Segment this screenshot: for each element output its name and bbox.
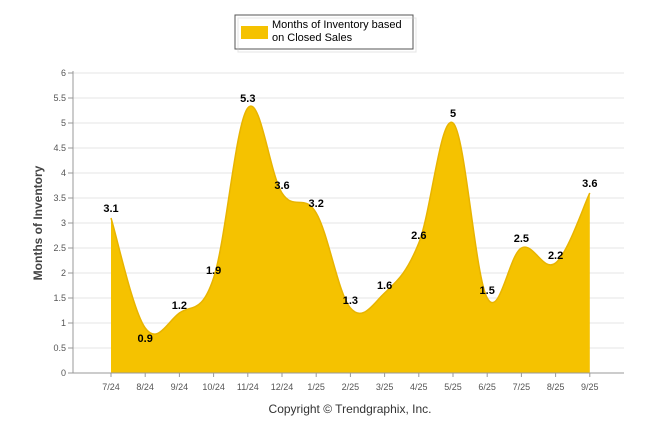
data-label: 0.9 (138, 333, 153, 345)
data-label: 5.3 (240, 93, 255, 105)
data-label: 3.6 (274, 180, 289, 192)
data-label: 1.9 (206, 265, 221, 277)
copyright-text: Copyright © Trendgraphix, Inc. (269, 402, 432, 416)
y-axis-ticks: 0 0.5 1 1.5 2 2.5 3 3.5 4 4.5 5 5.5 6 (53, 68, 73, 378)
data-label: 2.6 (411, 230, 426, 242)
y-tick-label: 0.5 (53, 343, 66, 353)
area-fill (111, 106, 590, 373)
y-tick-label: 4 (61, 168, 66, 178)
y-tick-label: 0 (61, 368, 66, 378)
x-tick-label: 6/25 (478, 382, 496, 392)
grid-lines (73, 72, 624, 374)
y-tick-label: 2 (61, 268, 66, 278)
x-axis-ticks: 7/24 8/24 9/24 10/24 11/24 12/24 1/25 2/25 3/25 4… (102, 373, 599, 392)
x-tick-label: 3/25 (376, 382, 394, 392)
x-tick-label: 5/25 (444, 382, 462, 392)
data-label: 5 (450, 108, 456, 120)
data-label: 3.2 (309, 198, 324, 210)
legend-label-line-2: on Closed Sales (272, 32, 353, 44)
x-tick-label: 7/25 (513, 382, 531, 392)
legend-swatch (241, 26, 268, 39)
x-tick-label: 9/25 (581, 382, 599, 392)
data-label: 3.1 (103, 203, 118, 215)
y-tick-label: 1.5 (53, 293, 66, 303)
data-label: 2.2 (548, 250, 563, 262)
data-label: 3.6 (582, 178, 597, 190)
y-tick-label: 4.5 (53, 143, 66, 153)
series-line (110, 105, 591, 335)
y-tick-label: 2.5 (53, 243, 66, 253)
data-labels: 3.1 0.9 1.2 1.9 5.3 3.6 3.2 1.3 1.6 2.6 5 1.5 2.5 2.2… (103, 93, 597, 345)
x-tick-label: 9/24 (171, 382, 189, 392)
y-tick-label: 5.5 (53, 93, 66, 103)
legend: Months of Inventory based on Closed Sale… (234, 14, 417, 53)
y-axis-label: Months of Inventory (31, 165, 45, 280)
x-tick-label: 1/25 (307, 382, 325, 392)
y-tick-label: 1 (61, 318, 66, 328)
legend-shadow (237, 17, 417, 53)
x-tick-label: 10/24 (202, 382, 225, 392)
y-tick-label: 3.5 (53, 193, 66, 203)
x-tick-label: 7/24 (102, 382, 120, 392)
x-tick-label: 8/25 (547, 382, 565, 392)
x-tick-label: 11/24 (237, 382, 259, 392)
x-tick-label: 8/24 (136, 382, 154, 392)
data-label: 1.3 (343, 295, 358, 307)
y-tick-label: 3 (61, 218, 66, 228)
data-label: 1.6 (377, 280, 392, 292)
data-label: 2.5 (514, 233, 529, 245)
x-tick-label: 12/24 (271, 382, 294, 392)
data-label: 1.2 (172, 300, 187, 312)
x-tick-label: 2/25 (342, 382, 360, 392)
area-series (110, 105, 591, 373)
y-tick-label: 6 (61, 68, 66, 78)
x-tick-label: 4/25 (410, 382, 428, 392)
legend-label-line-1: Months of Inventory based (272, 19, 402, 31)
y-tick-label: 5 (61, 118, 66, 128)
data-label: 1.5 (480, 285, 495, 297)
